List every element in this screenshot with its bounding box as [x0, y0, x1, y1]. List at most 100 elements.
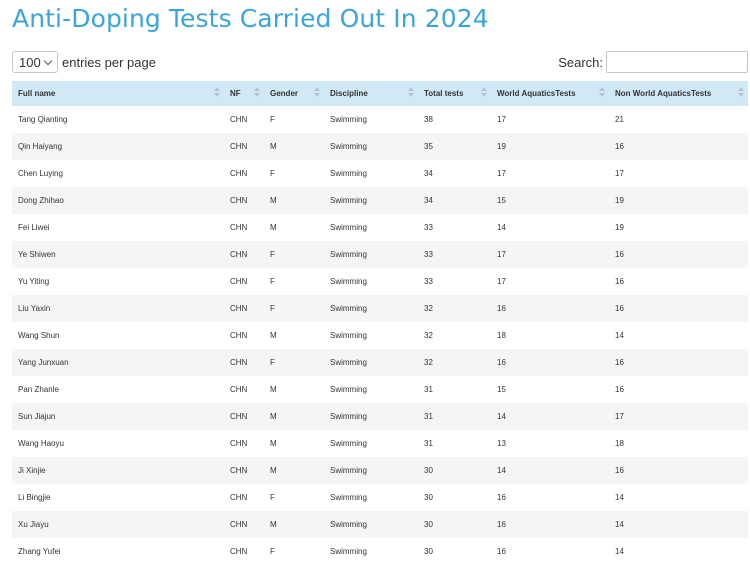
sort-icon: [214, 87, 220, 100]
cell-non-world-aquatics-tests: 16: [609, 376, 748, 403]
cell-gender: M: [264, 403, 324, 430]
cell-world-aquatics-tests: 17: [491, 268, 609, 295]
cell-total-tests: 34: [418, 160, 491, 187]
cell-full-name: Li Bingjie: [12, 484, 224, 511]
search-control: Search:: [558, 50, 748, 74]
table-row: Sun Jiajun CHN M Swimming 31 14 17: [12, 403, 748, 430]
table-row: Wang Haoyu CHN M Swimming 31 13 18: [12, 430, 748, 457]
cell-gender: F: [264, 106, 324, 133]
column-header-nf[interactable]: NF: [224, 81, 264, 106]
cell-full-name: Fei Liwei: [12, 214, 224, 241]
table-row: Pan Zhanle CHN M Swimming 31 15 16: [12, 376, 748, 403]
cell-nf: CHN: [224, 295, 264, 322]
entries-per-page-label: entries per page: [62, 54, 156, 70]
cell-total-tests: 32: [418, 295, 491, 322]
cell-nf: CHN: [224, 241, 264, 268]
column-header-total-tests[interactable]: Total tests: [418, 81, 491, 106]
cell-non-world-aquatics-tests: 17: [609, 160, 748, 187]
cell-full-name: Liu Yaxin: [12, 295, 224, 322]
cell-discipline: Swimming: [324, 403, 418, 430]
cell-total-tests: 32: [418, 322, 491, 349]
cell-gender: M: [264, 214, 324, 241]
table-row: Xu Jiayu CHN M Swimming 30 16 14: [12, 511, 748, 538]
cell-nf: CHN: [224, 106, 264, 133]
cell-full-name: Yang Junxuan: [12, 349, 224, 376]
cell-non-world-aquatics-tests: 19: [609, 187, 748, 214]
cell-world-aquatics-tests: 17: [491, 241, 609, 268]
cell-world-aquatics-tests: 19: [491, 133, 609, 160]
cell-nf: CHN: [224, 133, 264, 160]
cell-gender: F: [264, 241, 324, 268]
cell-full-name: Ji Xinjie: [12, 457, 224, 484]
cell-discipline: Swimming: [324, 214, 418, 241]
table-row: Ye Shiwen CHN F Swimming 33 17 16: [12, 241, 748, 268]
column-header-discipline[interactable]: Discipline: [324, 81, 418, 106]
sort-icon: [738, 87, 744, 100]
cell-gender: M: [264, 457, 324, 484]
cell-non-world-aquatics-tests: 14: [609, 484, 748, 511]
column-header-gender[interactable]: Gender: [264, 81, 324, 106]
cell-total-tests: 30: [418, 511, 491, 538]
table-row: Chen Luying CHN F Swimming 34 17 17: [12, 160, 748, 187]
cell-nf: CHN: [224, 511, 264, 538]
cell-nf: CHN: [224, 457, 264, 484]
cell-world-aquatics-tests: 15: [491, 376, 609, 403]
cell-non-world-aquatics-tests: 14: [609, 511, 748, 538]
cell-total-tests: 34: [418, 187, 491, 214]
cell-world-aquatics-tests: 16: [491, 295, 609, 322]
column-header-label: Full name: [18, 89, 56, 98]
cell-gender: F: [264, 295, 324, 322]
cell-full-name: Tang Qianting: [12, 106, 224, 133]
cell-gender: M: [264, 430, 324, 457]
column-header-world-aquatics-tests[interactable]: World AquaticsTests: [491, 81, 609, 106]
cell-world-aquatics-tests: 16: [491, 538, 609, 565]
cell-discipline: Swimming: [324, 457, 418, 484]
cell-discipline: Swimming: [324, 484, 418, 511]
cell-total-tests: 30: [418, 484, 491, 511]
cell-non-world-aquatics-tests: 17: [609, 403, 748, 430]
cell-gender: F: [264, 349, 324, 376]
column-header-full-name[interactable]: Full name: [12, 81, 224, 106]
column-header-label: Discipline: [330, 89, 368, 98]
cell-full-name: Yu Yiting: [12, 268, 224, 295]
cell-discipline: Swimming: [324, 511, 418, 538]
cell-total-tests: 38: [418, 106, 491, 133]
cell-nf: CHN: [224, 187, 264, 214]
cell-nf: CHN: [224, 376, 264, 403]
cell-non-world-aquatics-tests: 16: [609, 241, 748, 268]
cell-world-aquatics-tests: 14: [491, 214, 609, 241]
table-controls: 100 entries per page Search:: [12, 50, 748, 74]
entries-per-page-select[interactable]: 100: [12, 51, 58, 73]
cell-full-name: Qin Haiyang: [12, 133, 224, 160]
cell-world-aquatics-tests: 16: [491, 349, 609, 376]
header-row: Full name NF Gender Discipline Total tes…: [12, 81, 748, 106]
table-row: Yang Junxuan CHN F Swimming 32 16 16: [12, 349, 748, 376]
sort-icon: [314, 87, 320, 100]
cell-discipline: Swimming: [324, 349, 418, 376]
cell-total-tests: 30: [418, 538, 491, 565]
cell-world-aquatics-tests: 17: [491, 106, 609, 133]
cell-total-tests: 31: [418, 430, 491, 457]
cell-non-world-aquatics-tests: 21: [609, 106, 748, 133]
anti-doping-table: Full name NF Gender Discipline Total tes…: [12, 81, 748, 565]
table-row: Zhang Yufei CHN F Swimming 30 16 14: [12, 538, 748, 565]
cell-world-aquatics-tests: 18: [491, 322, 609, 349]
cell-discipline: Swimming: [324, 187, 418, 214]
cell-nf: CHN: [224, 322, 264, 349]
table-row: Yu Yiting CHN F Swimming 33 17 16: [12, 268, 748, 295]
cell-non-world-aquatics-tests: 16: [609, 349, 748, 376]
column-header-non-world-aquatics-tests[interactable]: Non World AquaticsTests: [609, 81, 748, 106]
cell-full-name: Dong Zhihao: [12, 187, 224, 214]
search-input[interactable]: [606, 51, 748, 73]
cell-total-tests: 33: [418, 268, 491, 295]
cell-gender: M: [264, 322, 324, 349]
cell-non-world-aquatics-tests: 14: [609, 322, 748, 349]
cell-discipline: Swimming: [324, 322, 418, 349]
cell-discipline: Swimming: [324, 133, 418, 160]
cell-nf: CHN: [224, 160, 264, 187]
cell-gender: F: [264, 160, 324, 187]
page-title: Anti-Doping Tests Carried Out In 2024: [12, 4, 489, 33]
cell-full-name: Wang Haoyu: [12, 430, 224, 457]
cell-non-world-aquatics-tests: 16: [609, 133, 748, 160]
cell-total-tests: 31: [418, 376, 491, 403]
